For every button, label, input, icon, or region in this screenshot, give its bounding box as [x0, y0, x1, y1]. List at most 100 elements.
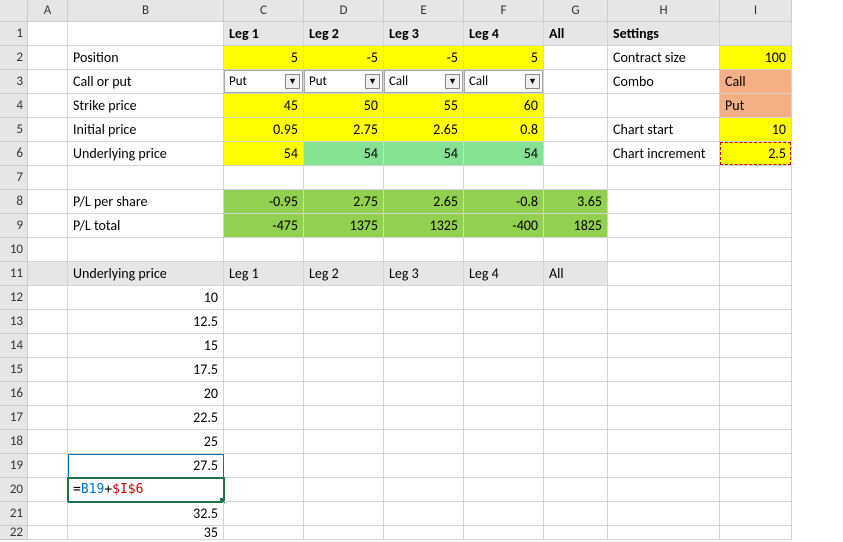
cell[interactable] — [544, 334, 608, 358]
val-underlying-f[interactable]: 54 — [464, 142, 544, 166]
label-position[interactable]: Position — [68, 46, 224, 70]
cell[interactable] — [544, 46, 608, 70]
cell[interactable] — [224, 310, 304, 334]
cell[interactable] — [224, 238, 304, 262]
price-list-cell[interactable]: 12.5 — [68, 310, 224, 334]
label-combo[interactable]: Combo — [608, 70, 720, 94]
cell[interactable] — [464, 430, 544, 454]
dropdown-leg2[interactable]: Put▼ — [304, 70, 384, 94]
cell[interactable] — [384, 454, 464, 478]
val-strike-c[interactable]: 45 — [224, 94, 304, 118]
row-header[interactable]: 3 — [0, 70, 28, 94]
header-leg3[interactable]: Leg 3 — [384, 22, 464, 46]
val-initprice-e[interactable]: 2.65 — [384, 118, 464, 142]
row-header[interactable]: 22 — [0, 526, 28, 540]
header-leg2[interactable]: Leg 2 — [304, 22, 384, 46]
cell[interactable] — [28, 358, 68, 382]
cell[interactable] — [28, 334, 68, 358]
row-header[interactable]: 11 — [0, 262, 28, 286]
val-combo1[interactable]: Call — [720, 70, 792, 94]
cell[interactable] — [28, 214, 68, 238]
column-header[interactable]: A — [28, 0, 68, 22]
val-initprice-d[interactable]: 2.75 — [304, 118, 384, 142]
cell[interactable] — [384, 430, 464, 454]
val-combo2[interactable]: Put — [720, 94, 792, 118]
val-strike-e[interactable]: 55 — [384, 94, 464, 118]
val-plshare-f[interactable]: -0.8 — [464, 190, 544, 214]
cell[interactable] — [720, 502, 792, 526]
header-leg3-2[interactable]: Leg 3 — [384, 262, 464, 286]
row-header[interactable]: 4 — [0, 94, 28, 118]
cell[interactable] — [544, 430, 608, 454]
cell[interactable] — [304, 430, 384, 454]
cell[interactable] — [28, 454, 68, 478]
cell[interactable] — [28, 22, 68, 46]
header-underlying-price[interactable]: Underlying price — [68, 262, 224, 286]
row-header[interactable]: 1 — [0, 22, 28, 46]
header-leg2-2[interactable]: Leg 2 — [304, 262, 384, 286]
price-list-cell[interactable]: 32.5 — [68, 502, 224, 526]
dropdown-leg4[interactable]: Call▼ — [464, 70, 544, 94]
label-chartinc[interactable]: Chart increment — [608, 142, 720, 166]
row-header[interactable]: 10 — [0, 238, 28, 262]
cell[interactable] — [608, 286, 720, 310]
cell[interactable] — [304, 238, 384, 262]
row-header[interactable]: 8 — [0, 190, 28, 214]
cell[interactable] — [304, 286, 384, 310]
cell[interactable] — [720, 430, 792, 454]
cell[interactable] — [608, 310, 720, 334]
header-settings[interactable]: Settings — [608, 22, 720, 46]
cell[interactable] — [464, 454, 544, 478]
chevron-down-icon[interactable]: ▼ — [365, 74, 380, 89]
cell-grid[interactable]: Leg 1 Leg 2 Leg 3 Leg 4 All Settings Pos… — [28, 22, 792, 540]
label-plshare[interactable]: P/L per share — [68, 190, 224, 214]
cell[interactable] — [28, 70, 68, 94]
cell[interactable] — [304, 334, 384, 358]
cell[interactable] — [28, 478, 68, 502]
cell[interactable] — [304, 358, 384, 382]
val-pltotal-f[interactable]: -400 — [464, 214, 544, 238]
cell[interactable] — [464, 406, 544, 430]
val-pltotal-g[interactable]: 1825 — [544, 214, 608, 238]
cell[interactable] — [720, 382, 792, 406]
cell[interactable] — [544, 358, 608, 382]
column-header[interactable]: E — [384, 0, 464, 22]
cell[interactable] — [384, 310, 464, 334]
cell[interactable] — [384, 286, 464, 310]
cell[interactable] — [720, 310, 792, 334]
cell[interactable] — [544, 406, 608, 430]
select-all-corner[interactable] — [0, 0, 28, 22]
cell[interactable] — [224, 358, 304, 382]
cell[interactable] — [224, 478, 304, 502]
cell[interactable] — [304, 166, 384, 190]
header-leg1[interactable]: Leg 1 — [224, 22, 304, 46]
column-header[interactable]: I — [720, 0, 792, 22]
cell[interactable] — [720, 22, 792, 46]
row-header[interactable]: 7 — [0, 166, 28, 190]
row-header[interactable]: 2 — [0, 46, 28, 70]
cell[interactable] — [544, 238, 608, 262]
row-header[interactable]: 15 — [0, 358, 28, 382]
cell[interactable] — [544, 286, 608, 310]
row-header[interactable]: 9 — [0, 214, 28, 238]
cell[interactable] — [608, 214, 720, 238]
cell[interactable] — [608, 502, 720, 526]
price-list-cell[interactable]: 35 — [68, 526, 224, 540]
price-list-cell[interactable]: 15 — [68, 334, 224, 358]
cell[interactable] — [544, 526, 608, 540]
cell[interactable] — [608, 358, 720, 382]
cell[interactable] — [464, 334, 544, 358]
cell[interactable] — [608, 406, 720, 430]
val-position-f[interactable]: 5 — [464, 46, 544, 70]
cell[interactable] — [384, 358, 464, 382]
cell[interactable] — [28, 382, 68, 406]
cell[interactable] — [384, 382, 464, 406]
cell[interactable] — [224, 406, 304, 430]
cell[interactable] — [720, 190, 792, 214]
cell[interactable] — [384, 502, 464, 526]
cell[interactable] — [28, 406, 68, 430]
cell[interactable] — [720, 406, 792, 430]
label-chartstart[interactable]: Chart start — [608, 118, 720, 142]
price-list-cell[interactable]: 17.5 — [68, 358, 224, 382]
cell[interactable] — [608, 166, 720, 190]
